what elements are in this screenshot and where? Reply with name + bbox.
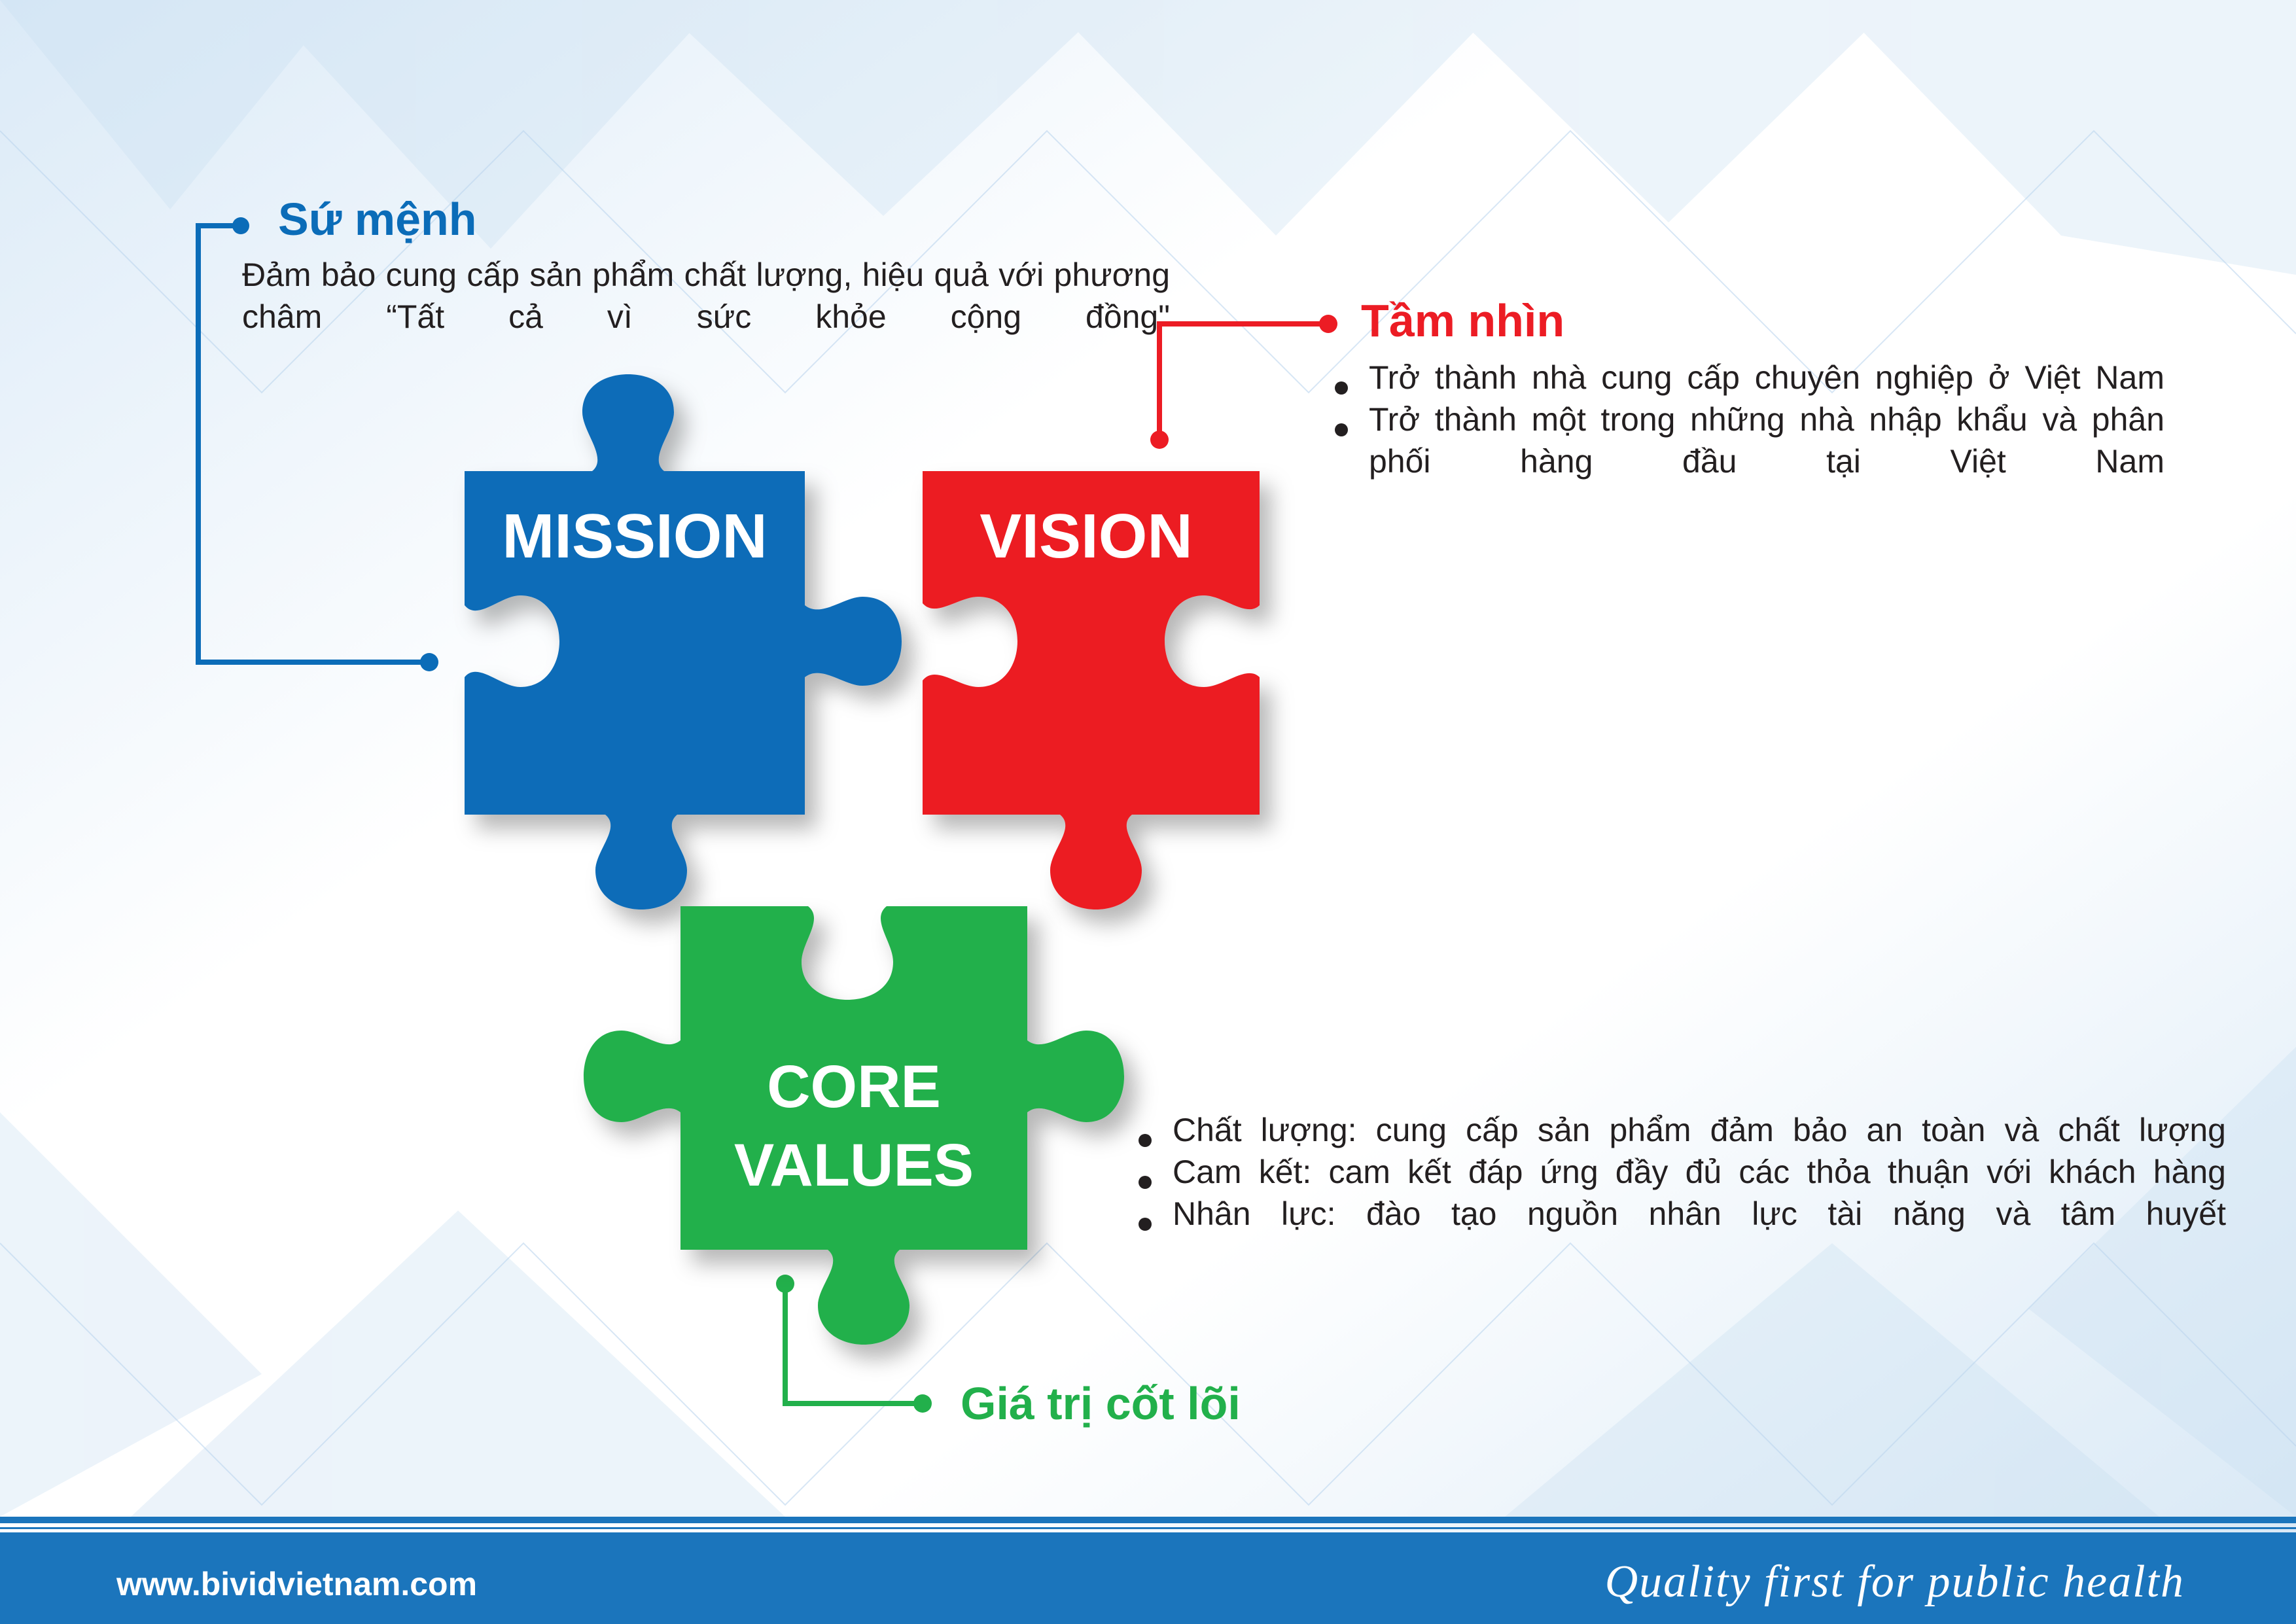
website-link[interactable]: www.bividvietnam.com xyxy=(116,1566,478,1602)
mission-piece-label: MISSION xyxy=(502,501,767,571)
footer-bar xyxy=(0,1532,2296,1624)
core-values-piece-label-line2: VALUES xyxy=(734,1132,974,1199)
core-values-item: Nhân lực: đào tạo nguồn nhân lực tài năn… xyxy=(1139,1193,2226,1235)
core-values-connector xyxy=(776,1275,932,1413)
vision-piece-label: VISION xyxy=(980,501,1192,571)
core-values-puzzle-piece xyxy=(584,906,1124,1345)
vision-heading: Tầm nhìn xyxy=(1361,295,1565,346)
core-values-list: Chất lượng: cung cấp sản phẩm đảm bảo an… xyxy=(1139,1109,2226,1235)
mission-text: Đảm bảo cung cấp sản phẩm chất lượng, hi… xyxy=(242,256,1170,335)
footer-divider-thin xyxy=(0,1527,2296,1529)
vision-item: Trở thành nhà cung cấp chuyên nghiệp ở V… xyxy=(1335,357,2164,398)
core-values-item: Cam kết: cam kết đáp ứng đầy đủ các thỏa… xyxy=(1139,1151,2226,1193)
vision-item: Trở thành một trong những nhà nhập khẩu … xyxy=(1335,398,2164,482)
core-values-item: Chất lượng: cung cấp sản phẩm đảm bảo an… xyxy=(1139,1109,2226,1151)
footer-divider-thick xyxy=(0,1517,2296,1523)
vision-list: Trở thành nhà cung cấp chuyên nghiệp ở V… xyxy=(1335,357,2164,482)
mission-heading: Sứ mệnh xyxy=(278,194,477,245)
slogan: Quality first for public health xyxy=(1604,1557,2185,1607)
core-values-heading: Giá trị cốt lõi xyxy=(961,1378,1241,1429)
mission-puzzle-piece xyxy=(465,374,902,909)
vision-connector xyxy=(1150,315,1337,449)
core-values-piece-label-line1: CORE xyxy=(767,1053,941,1120)
mission-connector xyxy=(196,217,438,671)
vision-puzzle-piece xyxy=(923,471,1260,909)
